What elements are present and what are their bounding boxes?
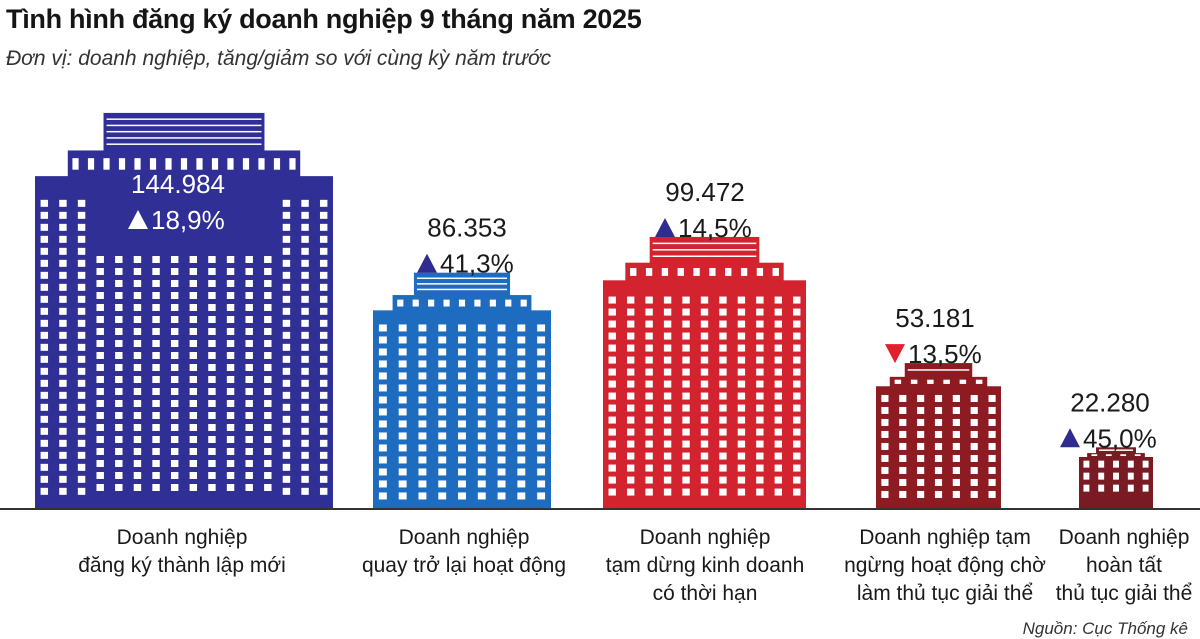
value-label-awaiting-dissolution: 53.181 [895,303,975,333]
change-label-new: 18,9% [151,205,225,235]
value-label-returned: 86.353 [427,213,507,243]
change-label-returned: 41,3% [440,249,514,279]
value-label-new: 144.984 [131,169,225,199]
category-label-dissolved: Doanh nghiệp hoàn tất thủ tục giải thể [1055,526,1193,605]
chart-subtitle: Đơn vị: doanh nghiệp, tăng/giảm so với c… [6,47,552,70]
source-note: Nguồn: Cục Thống kê [1022,619,1188,638]
up-triangle-icon [655,217,675,237]
building-bar-dissolved [1079,447,1153,508]
chart-title: Tình hình đăng ký doanh nghiệp 9 tháng n… [6,4,642,34]
value-label-dissolved: 22.280 [1070,387,1150,417]
change-label-suspended: 14,5% [678,213,752,243]
change-label-awaiting-dissolution: 13,5% [908,339,982,369]
up-triangle-icon [128,210,148,229]
building-bar-awaiting-dissolution [876,363,1001,508]
up-triangle-icon [1060,428,1080,448]
building-bar-returned [373,272,551,508]
category-label-awaiting-dissolution: Doanh nghiệp tạm ngừng hoạt động chờ làm… [844,526,1046,605]
baseline [0,508,1200,510]
building-bar-new [35,112,333,508]
up-triangle-icon [417,253,437,273]
category-label-returned: Doanh nghiệp quay trở lại hoạt động [361,526,567,577]
value-label-suspended: 99.472 [665,177,745,207]
category-label-suspended: Doanh nghiệp tạm dừng kinh doanh có thời… [605,526,805,605]
building-bar-suspended [603,236,806,508]
change-label-dissolved: 45,0% [1083,423,1157,453]
down-triangle-icon [885,344,905,364]
category-label-new: Doanh nghiệp đăng ký thành lập mới [78,526,286,577]
